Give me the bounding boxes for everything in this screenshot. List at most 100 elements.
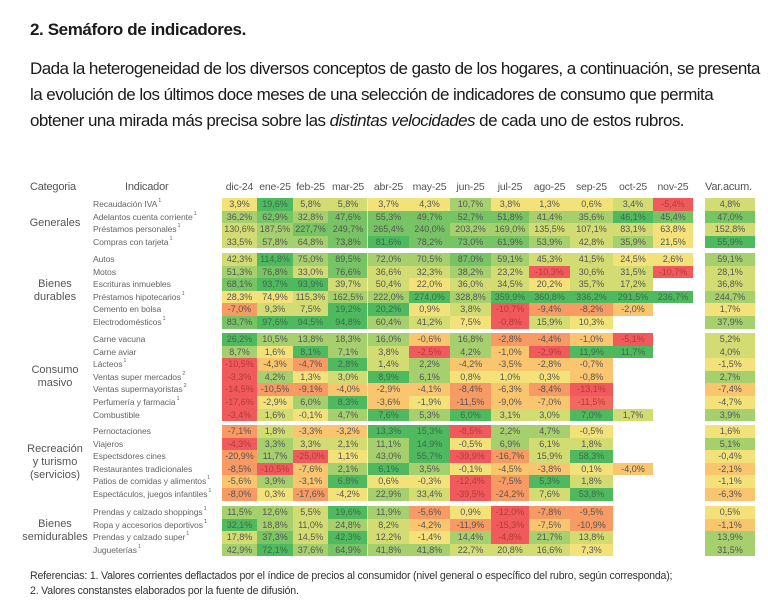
heatmap-cell: -4,0%: [328, 383, 368, 396]
footnote-marker: 1: [193, 210, 197, 217]
heatmap-cell: 291,5%: [613, 290, 653, 304]
indicator-name: Prendas y calzado shoppings1: [93, 506, 207, 517]
heatmap-cell: 33,4%: [409, 488, 450, 501]
heatmap-cell: 20,2%: [529, 278, 570, 291]
footnote-marker: 1: [203, 518, 207, 525]
heatmap-cell: 28,3%: [222, 290, 257, 304]
accum-cell: -0,4%: [705, 450, 755, 463]
heatmap-cell: 53,9%: [529, 235, 570, 249]
indicator-name: Adelantos cuenta corriente1: [93, 210, 197, 222]
heatmap-cell: 6,0%: [450, 408, 491, 422]
header-month: oct-25: [619, 181, 647, 193]
heatmap-cell: 11,7%: [613, 345, 653, 359]
heatmap-cell: 2,2%: [491, 425, 529, 438]
heatmap-cell: 51,8%: [491, 210, 529, 224]
heatmap-cell: 93,9%: [293, 278, 328, 291]
heatmap-cell: -39,5%: [450, 488, 491, 501]
heatmap-cell: 7,3%: [570, 543, 613, 557]
accum-cell: -7,4%: [705, 383, 755, 396]
heatmap-cell: 50,4%: [368, 278, 409, 291]
heatmap-cell: -0,6%: [409, 333, 450, 346]
heatmap-cell: 12,6%: [257, 506, 293, 519]
header-month: sep-25: [576, 181, 607, 193]
heatmap-cell: 13,8%: [570, 531, 613, 544]
heatmap-cell: 8,1%: [293, 345, 328, 359]
heatmap-cell: 21,5%: [653, 235, 693, 249]
heatmap-cell: -24,2%: [491, 488, 529, 501]
heatmap-cell: 3,0%: [529, 408, 570, 422]
heatmap-cell: 78,2%: [409, 235, 450, 249]
heatmap-cell: 16,6%: [529, 543, 570, 557]
heatmap-cell: 4,7%: [529, 425, 570, 438]
accum-cell: 28,1%: [705, 265, 755, 279]
header-month: ago-25: [533, 181, 566, 193]
heatmap-cell: -3,4%: [222, 408, 257, 422]
category-label: Bienes semidurables: [22, 518, 88, 544]
heatmap-cell: 45,3%: [529, 253, 570, 266]
category-label: Generales: [29, 216, 81, 229]
heatmap-cell: -9,5%: [570, 506, 613, 519]
heatmap-cell: 222,0%: [368, 290, 409, 304]
heatmap-cell: -0,8%: [570, 370, 613, 384]
heatmap-cell: 3,8%: [450, 303, 491, 316]
heatmap-cell: 42,9%: [222, 543, 257, 557]
heatmap-cell: 42,3%: [328, 531, 368, 544]
heatmap-cell: 4,3%: [409, 198, 450, 211]
heatmap-cell: -1,0%: [491, 345, 529, 359]
intro-paragraph: Dada la heterogeneidad de los diversos c…: [30, 56, 760, 134]
heatmap-cell: 6,1%: [368, 462, 409, 476]
heatmap-cell: 64,9%: [328, 543, 368, 557]
indicator-name: Pernoctaciones: [93, 426, 151, 436]
indicator-name: Compras con tarjeta1: [93, 235, 173, 247]
heatmap-cell: 8,3%: [328, 396, 368, 409]
heatmap-cell: -17,6%: [222, 396, 257, 409]
heatmap-cell: 274,0%: [409, 290, 450, 304]
heatmap-cell: -4,2%: [328, 488, 368, 501]
accum-cell: 244,7%: [705, 290, 755, 304]
accum-cell: 4,8%: [705, 198, 755, 211]
heatmap-cell: 4,2%: [450, 345, 491, 359]
heatmap-cell: 15,9%: [529, 450, 570, 463]
footnote-marker: 1: [137, 543, 141, 550]
heatmap-cell: 328,8%: [450, 290, 491, 304]
heatmap-cell: 16,0%: [368, 333, 409, 346]
heatmap-cell: -3,3%: [293, 425, 328, 438]
heatmap-cell: 7,6%: [368, 408, 409, 422]
accum-cell: 3,9%: [705, 408, 755, 422]
heatmap-cell: 49,7%: [409, 210, 450, 224]
indicator-name: Motos: [93, 266, 116, 277]
heatmap-cell: 46,1%: [613, 210, 653, 224]
heatmap-cell: 36,6%: [368, 265, 409, 279]
footnote-marker: 1: [203, 506, 207, 512]
heatmap-cell: 87,0%: [450, 253, 491, 266]
heatmap-cell: 32,1%: [222, 518, 257, 532]
heatmap-cell: 2,1%: [328, 462, 368, 476]
footnote-marker: 1: [177, 223, 181, 230]
heatmap-cell: 32,3%: [409, 265, 450, 279]
heatmap-cell: 359,9%: [491, 290, 529, 304]
heatmap-cell: 3,5%: [409, 462, 450, 476]
category-label: Bienes durables: [33, 277, 77, 303]
heatmap-cell: 3,1%: [491, 408, 529, 422]
heatmap-cell: 2,8%: [328, 358, 368, 371]
heatmap-cell: -3,3%: [222, 370, 257, 384]
heatmap-cell: 52,7%: [450, 210, 491, 224]
heatmap-cell: 33,0%: [293, 265, 328, 279]
heatmap-cell: 6,1%: [409, 370, 450, 384]
heatmap-cell: 20,8%: [491, 543, 529, 557]
heatmap-cell: 19,6%: [328, 506, 368, 519]
heatmap-cell: -4,1%: [409, 383, 450, 396]
indicator-name: Ventas super mercados2: [93, 370, 186, 382]
header-category: Categoria: [30, 181, 76, 193]
header-month: jul-25: [497, 181, 523, 193]
accum-cell: 36,8%: [705, 278, 755, 291]
heatmap-cell: 37,6%: [293, 543, 328, 557]
indicator-name: Carne vacuna: [93, 334, 146, 344]
heatmap-cell: 97,6%: [257, 316, 293, 329]
heatmap-cell: 60,4%: [368, 316, 409, 329]
heatmap-cell: 0,1%: [570, 462, 613, 476]
heatmap-cell: 47,6%: [328, 210, 368, 224]
footnotes: Referencias: 1. Valores corrientes defla…: [30, 569, 673, 599]
column-divider: [367, 198, 368, 558]
heatmap-cell: -16,7%: [491, 450, 529, 463]
